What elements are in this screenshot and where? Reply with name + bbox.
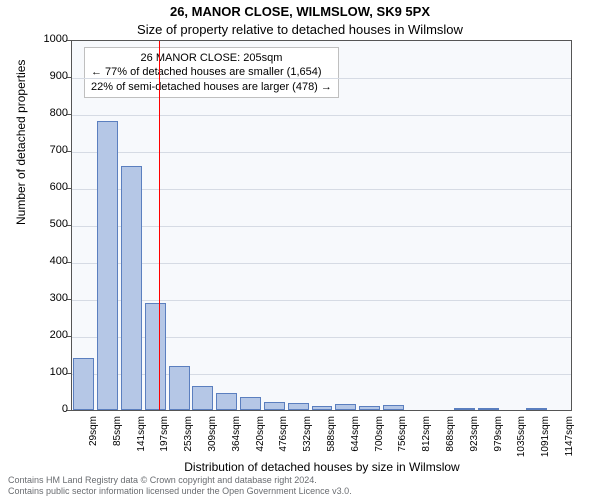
y-tick-label: 800 (8, 107, 68, 119)
gridline (72, 152, 571, 153)
y-tick-label: 1000 (8, 33, 68, 45)
histogram-bar (145, 303, 166, 410)
x-tick-label: 1091sqm (540, 416, 551, 476)
histogram-bar (97, 121, 118, 410)
gridline (72, 78, 571, 79)
gridline (72, 189, 571, 190)
y-tick-mark (67, 262, 72, 263)
x-tick-label: 309sqm (207, 416, 218, 476)
footer-line-2: Contains public sector information licen… (8, 486, 594, 496)
x-tick-label: 420sqm (255, 416, 266, 476)
x-tick-label: 1035sqm (516, 416, 527, 476)
x-tick-label: 532sqm (302, 416, 313, 476)
x-tick-label: 476sqm (278, 416, 289, 476)
histogram-bar (169, 366, 190, 410)
y-tick-mark (67, 410, 72, 411)
x-tick-label: 29sqm (88, 416, 99, 476)
y-tick-label: 500 (8, 218, 68, 230)
y-tick-mark (67, 225, 72, 226)
y-tick-label: 200 (8, 329, 68, 341)
gridline (72, 115, 571, 116)
x-tick-label: 644sqm (350, 416, 361, 476)
x-tick-label: 197sqm (159, 416, 170, 476)
x-axis-line (72, 410, 572, 411)
histogram-bar (192, 386, 213, 410)
page-title: 26, MANOR CLOSE, WILMSLOW, SK9 5PX (0, 4, 600, 19)
y-tick-mark (67, 40, 72, 41)
chart-container: 26, MANOR CLOSE, WILMSLOW, SK9 5PX Size … (0, 0, 600, 500)
y-tick-mark (67, 299, 72, 300)
histogram-bar (264, 402, 285, 410)
page-subtitle: Size of property relative to detached ho… (0, 22, 600, 37)
x-tick-label: 923sqm (469, 416, 480, 476)
y-tick-label: 900 (8, 70, 68, 82)
y-tick-mark (67, 336, 72, 337)
y-tick-label: 700 (8, 144, 68, 156)
x-tick-label: 85sqm (112, 416, 123, 476)
x-tick-label: 868sqm (445, 416, 456, 476)
x-tick-label: 1147sqm (564, 416, 575, 476)
y-tick-mark (67, 188, 72, 189)
y-tick-mark (67, 77, 72, 78)
footer-line-1: Contains HM Land Registry data © Crown c… (8, 475, 594, 485)
gridline (72, 263, 571, 264)
histogram-bar (240, 397, 261, 410)
callout-line-larger: 22% of semi-detached houses are larger (… (91, 80, 332, 94)
histogram-bar (73, 358, 94, 410)
property-marker-line (159, 41, 160, 410)
x-tick-label: 141sqm (136, 416, 147, 476)
marker-callout: 26 MANOR CLOSE: 205sqm ← 77% of detached… (84, 47, 339, 98)
x-tick-label: 979sqm (493, 416, 504, 476)
x-tick-label: 700sqm (374, 416, 385, 476)
y-tick-label: 600 (8, 181, 68, 193)
histogram-bar (288, 403, 309, 410)
x-tick-label: 588sqm (326, 416, 337, 476)
histogram-bar (121, 166, 142, 410)
histogram-bar (216, 393, 237, 410)
x-tick-label: 253sqm (183, 416, 194, 476)
x-tick-label: 756sqm (397, 416, 408, 476)
y-axis-label: Number of detached properties (14, 60, 28, 225)
plot-area: 26 MANOR CLOSE: 205sqm ← 77% of detached… (72, 40, 572, 410)
y-tick-mark (67, 151, 72, 152)
x-tick-label: 364sqm (231, 416, 242, 476)
attribution-footer: Contains HM Land Registry data © Crown c… (8, 475, 594, 496)
y-tick-label: 0 (8, 403, 68, 415)
y-tick-mark (67, 373, 72, 374)
y-tick-label: 300 (8, 292, 68, 304)
callout-title: 26 MANOR CLOSE: 205sqm (91, 51, 332, 65)
y-tick-mark (67, 114, 72, 115)
y-tick-label: 400 (8, 255, 68, 267)
gridline (72, 300, 571, 301)
gridline (72, 226, 571, 227)
x-tick-label: 812sqm (421, 416, 432, 476)
y-tick-label: 100 (8, 366, 68, 378)
